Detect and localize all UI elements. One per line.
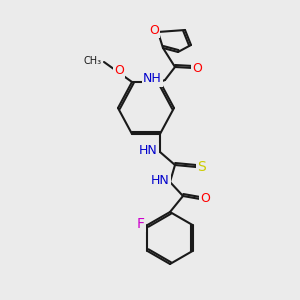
Text: O: O bbox=[149, 23, 159, 37]
Text: O: O bbox=[192, 61, 202, 74]
Text: HN: HN bbox=[139, 145, 158, 158]
Text: HN: HN bbox=[151, 175, 169, 188]
Text: F: F bbox=[136, 217, 145, 231]
Text: O: O bbox=[200, 191, 210, 205]
Text: S: S bbox=[198, 160, 206, 174]
Text: CH₃: CH₃ bbox=[84, 56, 102, 66]
Text: O: O bbox=[114, 64, 124, 76]
Text: NH: NH bbox=[143, 73, 162, 85]
